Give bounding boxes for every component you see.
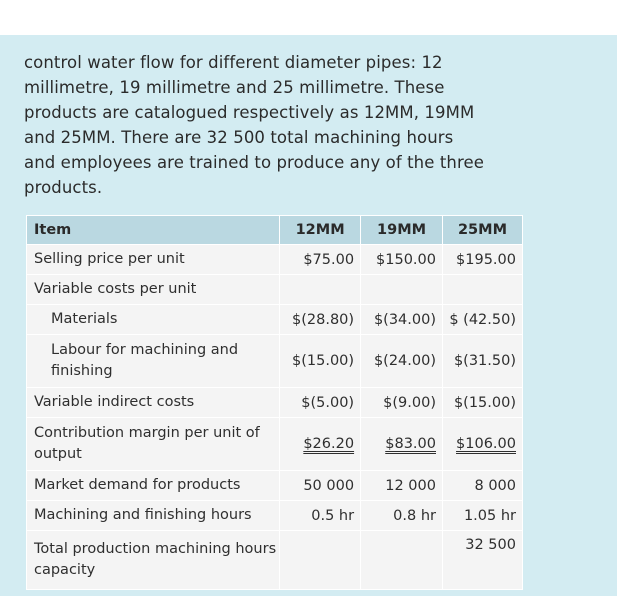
content-panel: control water flow for different diamete… (0, 35, 617, 596)
table-row: Variable costs per unit (25, 274, 523, 305)
row-label: Selling price per unit (25, 244, 281, 275)
cell-19mm: $(9.00) (360, 387, 443, 418)
row-label: Variable costs per unit (25, 274, 281, 305)
cell-25mm: 1.05 hr (442, 500, 523, 531)
paragraph-line: millimetre, 19 millimetre and 25 millime… (24, 78, 445, 97)
cell-12mm (279, 530, 362, 590)
cell-19mm: $83.00 (360, 417, 443, 471)
cell-19mm (360, 530, 443, 590)
contribution-value: $26.20 (303, 436, 355, 452)
table-row: Machining and finishing hours 0.5 hr 0.8… (25, 500, 523, 531)
cell-12mm: 0.5 hr (279, 500, 362, 531)
cell-19mm: 12 000 (360, 470, 443, 501)
cell-25mm: 32 500 (442, 530, 523, 590)
table-row: Labour for machining and finishing $(15.… (25, 334, 523, 388)
cell-12mm: $(28.80) (279, 304, 362, 335)
cell-25mm: $195.00 (442, 244, 523, 275)
cell-19mm (360, 274, 443, 305)
paragraph-line: control water flow for different diamete… (24, 53, 443, 72)
cell-12mm: $(15.00) (279, 334, 362, 388)
table-row: Total production machining hours capacit… (25, 530, 523, 590)
cell-19mm: $(34.00) (360, 304, 443, 335)
product-cost-table: Item 12MM 19MM 25MM Selling price per un… (25, 215, 523, 590)
paragraph-line: and employees are trained to produce any… (24, 153, 484, 172)
header-25mm: 25MM (442, 215, 523, 245)
paragraph-line: products are catalogued respectively as … (24, 103, 475, 122)
cell-19mm: $150.00 (360, 244, 443, 275)
header-12mm: 12MM (279, 215, 362, 245)
row-label: Total production machining hours capacit… (25, 530, 281, 590)
cell-12mm: $75.00 (279, 244, 362, 275)
row-label: Machining and finishing hours (25, 500, 281, 531)
contribution-value: $106.00 (456, 436, 516, 452)
cell-25mm: $(15.00) (442, 387, 523, 418)
row-label: Labour for machining and finishing (25, 334, 281, 388)
intro-paragraph: control water flow for different diamete… (24, 50, 604, 200)
header-item: Item (25, 215, 281, 245)
table-row: Materials $(28.80) $(34.00) $ (42.50) (25, 304, 523, 335)
contribution-value: $83.00 (385, 436, 436, 452)
paragraph-line: and 25MM. There are 32 500 total machini… (24, 128, 454, 147)
cell-25mm: $(31.50) (442, 334, 523, 388)
cell-19mm: 0.8 hr (360, 500, 443, 531)
table-row: Contribution margin per unit of output $… (25, 417, 523, 471)
row-label: Contribution margin per unit of output (25, 417, 281, 471)
cell-25mm: 8 000 (442, 470, 523, 501)
header-19mm: 19MM (360, 215, 443, 245)
table-row: Variable indirect costs $(5.00) $(9.00) … (25, 387, 523, 418)
table-header-row: Item 12MM 19MM 25MM (25, 215, 523, 245)
table-row: Market demand for products 50 000 12 000… (25, 470, 523, 501)
cell-12mm: $(5.00) (279, 387, 362, 418)
cell-12mm: $26.20 (279, 417, 362, 471)
table-row: Selling price per unit $75.00 $150.00 $1… (25, 244, 523, 275)
row-label: Market demand for products (25, 470, 281, 501)
cell-25mm: $ (42.50) (442, 304, 523, 335)
cell-19mm: $(24.00) (360, 334, 443, 388)
cell-25mm (442, 274, 523, 305)
cell-25mm: $106.00 (442, 417, 523, 471)
row-label: Materials (25, 304, 281, 335)
paragraph-line: products. (24, 178, 103, 197)
cell-12mm (279, 274, 362, 305)
cell-12mm: 50 000 (279, 470, 362, 501)
row-label: Variable indirect costs (25, 387, 281, 418)
